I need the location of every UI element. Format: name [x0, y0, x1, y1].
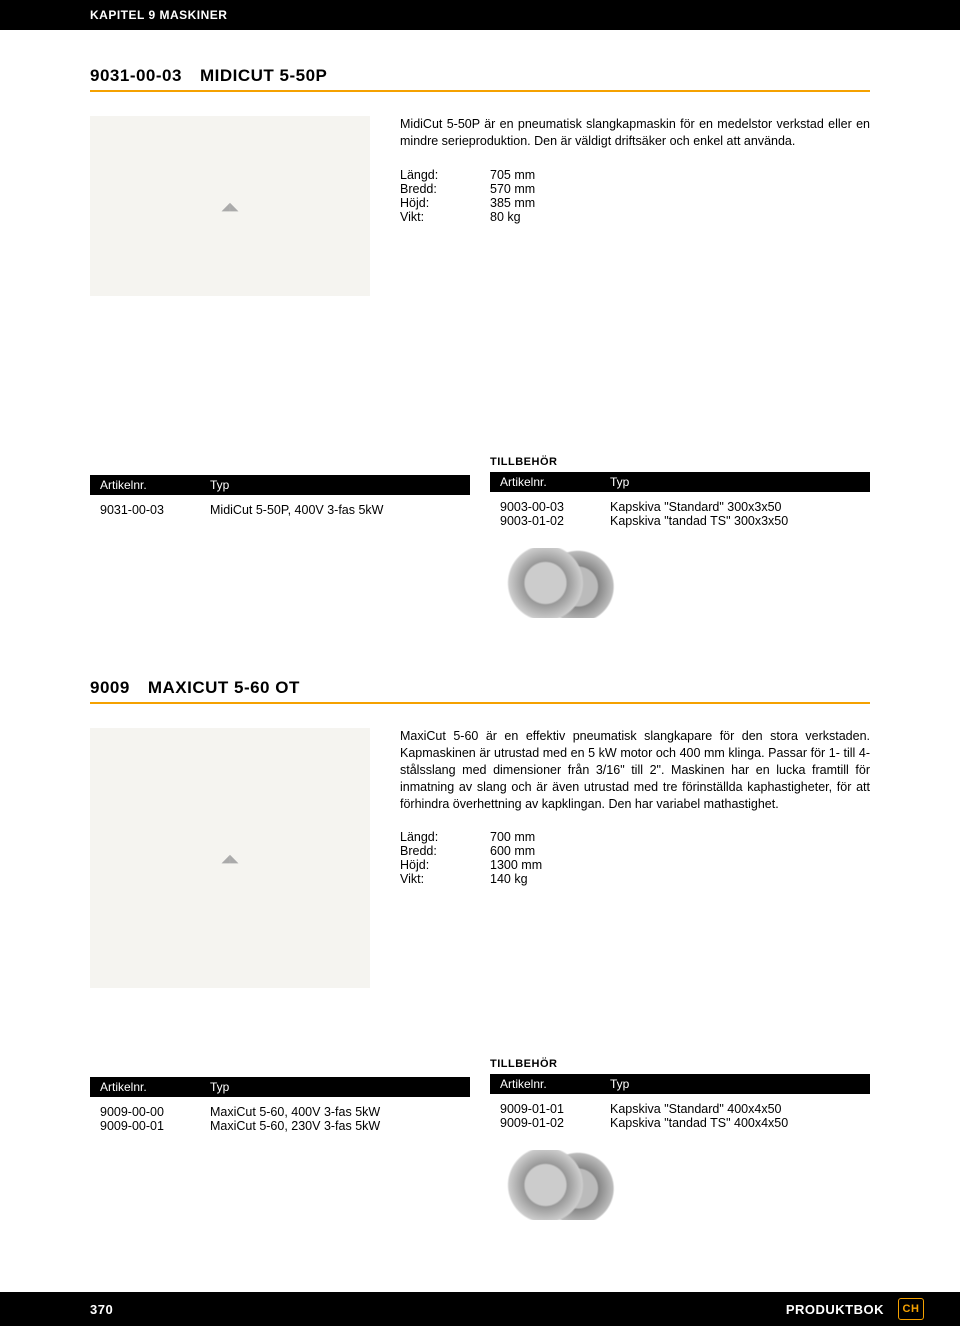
- product2-main-table: Artikelnr. Typ 9009-00-00 MaxiCut 5-60, …: [90, 1058, 470, 1220]
- col-typ: Typ: [210, 1080, 229, 1094]
- table-header: Artikelnr. Typ: [90, 475, 470, 495]
- cell-typ: Kapskiva "Standard" 400x4x50: [610, 1102, 860, 1116]
- spec-label: Vikt:: [400, 210, 490, 224]
- product1-image: ◢◣: [90, 116, 370, 296]
- product1-code: 9031-00-03: [90, 66, 182, 86]
- accessories-label: TILLBEHÖR: [490, 1058, 870, 1070]
- cell-typ: Kapskiva "tandad TS" 400x4x50: [610, 1116, 860, 1130]
- table-body: 9009-00-00 MaxiCut 5-60, 400V 3-fas 5kW …: [90, 1097, 470, 1141]
- product1-tables: Artikelnr. Typ 9031-00-03 MidiCut 5-50P,…: [90, 456, 870, 618]
- brand-logo-icon: CH: [898, 1298, 924, 1320]
- cell-art: 9009-00-01: [100, 1119, 210, 1133]
- spec-value: 705 mm: [490, 168, 535, 182]
- footer-right: PRODUKTBOK CH: [786, 1298, 924, 1320]
- table-header: Artikelnr. Typ: [90, 1077, 470, 1097]
- cell-typ: Kapskiva "tandad TS" 300x3x50: [610, 514, 860, 528]
- chapter-title: KAPITEL 9 MASKINER: [90, 8, 227, 22]
- spec-label: Höjd:: [400, 196, 490, 210]
- spec-value: 1300 mm: [490, 858, 542, 872]
- cell-art: 9009-01-01: [500, 1102, 610, 1116]
- image-placeholder-icon: ◢◣: [222, 200, 239, 213]
- spec-label: Bredd:: [400, 844, 490, 858]
- table-header: Artikelnr. Typ: [490, 472, 870, 492]
- page-body: 9031-00-03 MIDICUT 5-50P ◢◣ MidiCut 5-50…: [0, 30, 960, 1220]
- section-title-midicut: 9031-00-03 MIDICUT 5-50P: [90, 66, 870, 92]
- spec-value: 80 kg: [490, 210, 521, 224]
- col-typ: Typ: [210, 478, 229, 492]
- col-typ: Typ: [610, 1077, 629, 1091]
- spec-value: 140 kg: [490, 872, 528, 886]
- product1-desc-col: MidiCut 5-50P är en pneumatisk slangkapm…: [400, 116, 870, 296]
- page-number: 370: [90, 1302, 113, 1317]
- cell-typ: MaxiCut 5-60, 400V 3-fas 5kW: [210, 1105, 460, 1119]
- spec-label: Längd:: [400, 168, 490, 182]
- accessories-label: TILLBEHÖR: [490, 456, 870, 468]
- table-row: 9003-01-02 Kapskiva "tandad TS" 300x3x50: [500, 514, 860, 528]
- spec-label: Vikt:: [400, 872, 490, 886]
- accessory-image: [500, 548, 630, 618]
- cell-art: 9009-00-00: [100, 1105, 210, 1119]
- col-artikelnr: Artikelnr.: [500, 475, 610, 489]
- chapter-bar: KAPITEL 9 MASKINER: [0, 0, 960, 30]
- table-header: Artikelnr. Typ: [490, 1074, 870, 1094]
- table-row: 9009-01-02 Kapskiva "tandad TS" 400x4x50: [500, 1116, 860, 1130]
- spec-label: Bredd:: [400, 182, 490, 196]
- cell-typ: Kapskiva "Standard" 300x3x50: [610, 500, 860, 514]
- product2-row: ◢◣ MaxiCut 5-60 är en effektiv pneumatis…: [90, 728, 870, 988]
- spec-label: Längd:: [400, 830, 490, 844]
- product1-description: MidiCut 5-50P är en pneumatisk slangkapm…: [400, 116, 870, 150]
- col-artikelnr: Artikelnr.: [100, 1080, 210, 1094]
- spec-value: 570 mm: [490, 182, 535, 196]
- product2-code: 9009: [90, 678, 130, 698]
- product2-specs: Längd:700 mm Bredd:600 mm Höjd:1300 mm V…: [400, 830, 870, 886]
- col-artikelnr: Artikelnr.: [100, 478, 210, 492]
- image-placeholder-icon: ◢◣: [222, 852, 239, 865]
- product2-desc-col: MaxiCut 5-60 är en effektiv pneumatisk s…: [400, 728, 870, 988]
- table-body: 9009-01-01 Kapskiva "Standard" 400x4x50 …: [490, 1094, 870, 1138]
- table-row: 9003-00-03 Kapskiva "Standard" 300x3x50: [500, 500, 860, 514]
- spec-value: 385 mm: [490, 196, 535, 210]
- col-typ: Typ: [610, 475, 629, 489]
- cell-art: 9031-00-03: [100, 503, 210, 517]
- cell-art: 9003-01-02: [500, 514, 610, 528]
- product1-name: MIDICUT 5-50P: [200, 66, 327, 86]
- product2-name: MAXICUT 5-60 OT: [148, 678, 300, 698]
- cell-art: 9009-01-02: [500, 1116, 610, 1130]
- product2-description: MaxiCut 5-60 är en effektiv pneumatisk s…: [400, 728, 870, 812]
- table-body: 9031-00-03 MidiCut 5-50P, 400V 3-fas 5kW: [90, 495, 470, 525]
- table-row: 9009-00-00 MaxiCut 5-60, 400V 3-fas 5kW: [100, 1105, 460, 1119]
- product1-main-table: Artikelnr. Typ 9031-00-03 MidiCut 5-50P,…: [90, 456, 470, 618]
- col-artikelnr: Artikelnr.: [500, 1077, 610, 1091]
- spec-value: 600 mm: [490, 844, 535, 858]
- cell-typ: MidiCut 5-50P, 400V 3-fas 5kW: [210, 503, 460, 517]
- section-title-maxicut: 9009 MAXICUT 5-60 OT: [90, 678, 870, 704]
- cell-art: 9003-00-03: [500, 500, 610, 514]
- footer-bar: 370 PRODUKTBOK CH: [0, 1292, 960, 1326]
- book-title: PRODUKTBOK: [786, 1302, 884, 1317]
- spec-label: Höjd:: [400, 858, 490, 872]
- product2-image: ◢◣: [90, 728, 370, 988]
- product1-row: ◢◣ MidiCut 5-50P är en pneumatisk slangk…: [90, 116, 870, 296]
- table-row: 9009-00-01 MaxiCut 5-60, 230V 3-fas 5kW: [100, 1119, 460, 1133]
- product1-specs: Längd:705 mm Bredd:570 mm Höjd:385 mm Vi…: [400, 168, 870, 224]
- spec-value: 700 mm: [490, 830, 535, 844]
- product2-tables: Artikelnr. Typ 9009-00-00 MaxiCut 5-60, …: [90, 1058, 870, 1220]
- cell-typ: MaxiCut 5-60, 230V 3-fas 5kW: [210, 1119, 460, 1133]
- table-row: 9009-01-01 Kapskiva "Standard" 400x4x50: [500, 1102, 860, 1116]
- product2-acc-table: TILLBEHÖR Artikelnr. Typ 9009-01-01 Kaps…: [490, 1058, 870, 1220]
- product1-acc-table: TILLBEHÖR Artikelnr. Typ 9003-00-03 Kaps…: [490, 456, 870, 618]
- table-body: 9003-00-03 Kapskiva "Standard" 300x3x50 …: [490, 492, 870, 536]
- accessory-image: [500, 1150, 630, 1220]
- table-row: 9031-00-03 MidiCut 5-50P, 400V 3-fas 5kW: [100, 503, 460, 517]
